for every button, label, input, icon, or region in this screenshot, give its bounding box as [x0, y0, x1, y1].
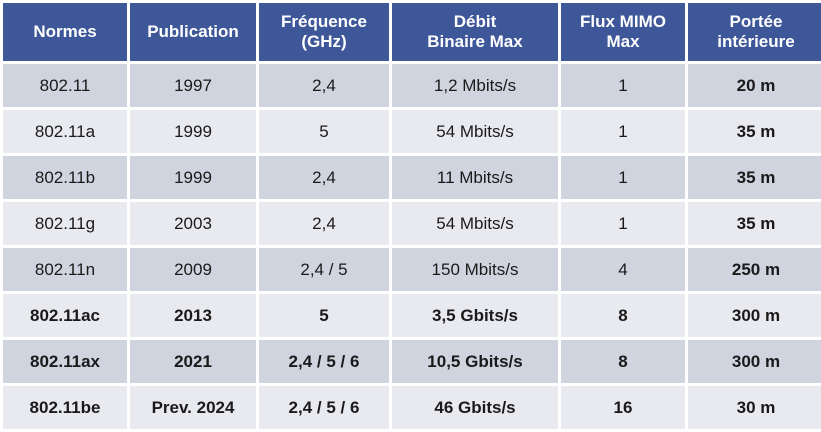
- table-row: 802.11n 2009 2,4 / 5 150 Mbits/s 4 250 m: [3, 248, 821, 291]
- cell-mimo: 1: [561, 202, 685, 245]
- cell-norme: 802.11n: [3, 248, 127, 291]
- cell-debit: 1,2 Mbits/s: [392, 64, 558, 107]
- cell-publication: 1997: [130, 64, 256, 107]
- cell-norme: 802.11: [3, 64, 127, 107]
- cell-mimo: 1: [561, 64, 685, 107]
- header-debit: Débit Binaire Max: [392, 3, 558, 61]
- cell-publication: 1999: [130, 110, 256, 153]
- cell-frequence: 2,4 / 5: [259, 248, 389, 291]
- cell-debit: 46 Gbits/s: [392, 386, 558, 429]
- cell-mimo: 4: [561, 248, 685, 291]
- cell-debit: 11 Mbits/s: [392, 156, 558, 199]
- cell-mimo: 8: [561, 340, 685, 383]
- cell-publication: 1999: [130, 156, 256, 199]
- header-frequence: Fréquence (GHz): [259, 3, 389, 61]
- cell-frequence: 2,4 / 5 / 6: [259, 386, 389, 429]
- table-row: 802.11be Prev. 2024 2,4 / 5 / 6 46 Gbits…: [3, 386, 821, 429]
- cell-portee: 300 m: [688, 340, 821, 383]
- cell-norme: 802.11be: [3, 386, 127, 429]
- header-normes: Normes: [3, 3, 127, 61]
- cell-publication: 2013: [130, 294, 256, 337]
- cell-norme: 802.11g: [3, 202, 127, 245]
- cell-debit: 10,5 Gbits/s: [392, 340, 558, 383]
- cell-debit: 54 Mbits/s: [392, 202, 558, 245]
- cell-publication: 2021: [130, 340, 256, 383]
- table-row: 802.11ax 2021 2,4 / 5 / 6 10,5 Gbits/s 8…: [3, 340, 821, 383]
- table-row: 802.11b 1999 2,4 11 Mbits/s 1 35 m: [3, 156, 821, 199]
- cell-frequence: 2,4: [259, 156, 389, 199]
- table-row: 802.11a 1999 5 54 Mbits/s 1 35 m: [3, 110, 821, 153]
- header-mimo: Flux MIMO Max: [561, 3, 685, 61]
- cell-mimo: 1: [561, 156, 685, 199]
- cell-portee: 30 m: [688, 386, 821, 429]
- cell-mimo: 8: [561, 294, 685, 337]
- cell-frequence: 5: [259, 110, 389, 153]
- cell-frequence: 2,4 / 5 / 6: [259, 340, 389, 383]
- table-row: 802.11ac 2013 5 3,5 Gbits/s 8 300 m: [3, 294, 821, 337]
- cell-portee: 250 m: [688, 248, 821, 291]
- cell-publication: Prev. 2024: [130, 386, 256, 429]
- cell-norme: 802.11ax: [3, 340, 127, 383]
- cell-portee: 35 m: [688, 110, 821, 153]
- header-publication: Publication: [130, 3, 256, 61]
- cell-debit: 150 Mbits/s: [392, 248, 558, 291]
- cell-portee: 20 m: [688, 64, 821, 107]
- cell-frequence: 2,4: [259, 202, 389, 245]
- cell-frequence: 2,4: [259, 64, 389, 107]
- cell-norme: 802.11ac: [3, 294, 127, 337]
- cell-mimo: 16: [561, 386, 685, 429]
- cell-publication: 2003: [130, 202, 256, 245]
- header-portee: Portée intérieure: [688, 3, 821, 61]
- table-row: 802.11g 2003 2,4 54 Mbits/s 1 35 m: [3, 202, 821, 245]
- cell-norme: 802.11b: [3, 156, 127, 199]
- cell-portee: 35 m: [688, 202, 821, 245]
- header-row: Normes Publication Fréquence (GHz) Débit…: [3, 3, 821, 61]
- table-row: 802.11 1997 2,4 1,2 Mbits/s 1 20 m: [3, 64, 821, 107]
- cell-debit: 54 Mbits/s: [392, 110, 558, 153]
- cell-norme: 802.11a: [3, 110, 127, 153]
- cell-publication: 2009: [130, 248, 256, 291]
- cell-portee: 35 m: [688, 156, 821, 199]
- cell-portee: 300 m: [688, 294, 821, 337]
- cell-debit: 3,5 Gbits/s: [392, 294, 558, 337]
- cell-mimo: 1: [561, 110, 685, 153]
- cell-frequence: 5: [259, 294, 389, 337]
